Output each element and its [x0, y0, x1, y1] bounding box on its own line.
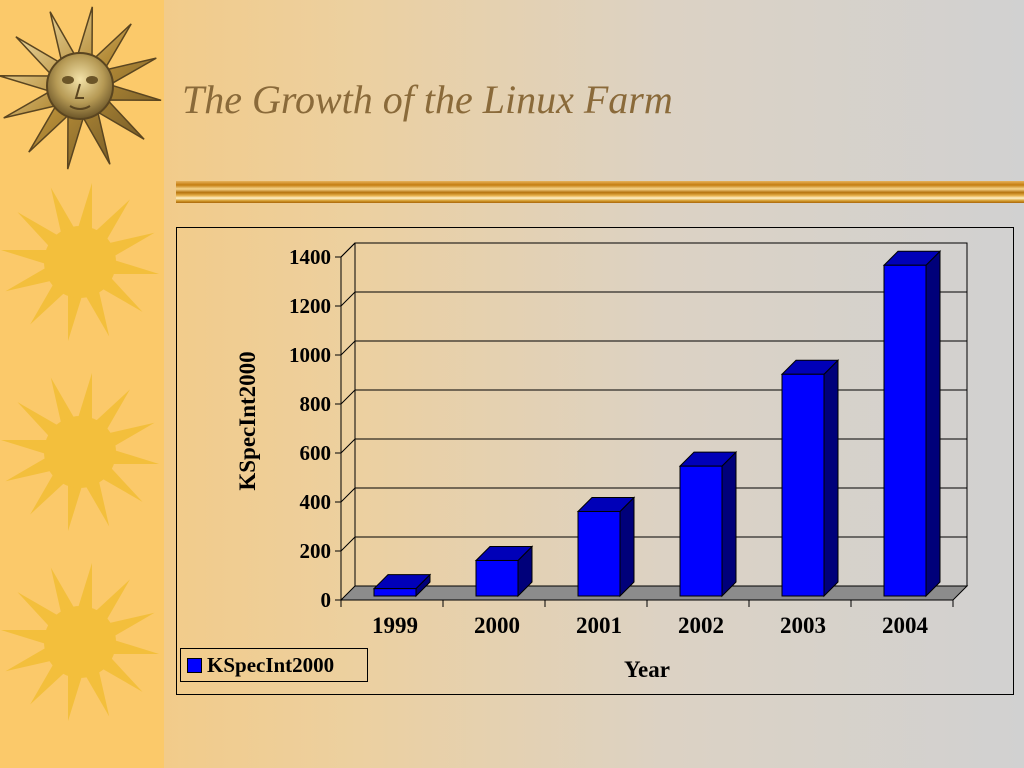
x-axis-title: Year [624, 657, 670, 682]
x-tick-label: 2003 [780, 613, 826, 638]
slide-title: The Growth of the Linux Farm [182, 77, 673, 122]
y-tick-label: 200 [300, 539, 332, 563]
bar-side [925, 250, 941, 598]
y-tick-label: 400 [300, 490, 332, 514]
legend-swatch [187, 657, 202, 673]
gridline-side [340, 242, 356, 258]
gridline-side [340, 487, 356, 503]
legend-label: KSpecInt2000 [207, 652, 335, 677]
sun-decorations [0, 6, 162, 722]
bar-front [475, 559, 519, 597]
bar-side [721, 450, 737, 598]
bar-2000 [474, 545, 534, 598]
bar-front [883, 264, 927, 597]
sun-icon [0, 562, 160, 722]
chart-frame: 0 200 400 600 800 1000 1200 1400 1999 2000 2001 200… [176, 227, 1014, 695]
y-tick-label: 1200 [289, 294, 331, 318]
gridline-side [340, 340, 356, 356]
bar-front [577, 510, 621, 597]
gridline-side [340, 389, 356, 405]
bar-2002 [678, 450, 738, 598]
bar-front [373, 588, 417, 597]
x-tick-label: 2002 [678, 613, 724, 638]
y-tick-label: 1400 [289, 245, 331, 269]
gridline-side [340, 438, 356, 454]
y-axis-title: KSpecInt2000 [235, 351, 260, 490]
bar-1999 [372, 573, 432, 598]
plot-floor [339, 585, 969, 601]
bar-2004 [882, 250, 942, 598]
chart-legend: KSpecInt2000 [180, 648, 368, 682]
bar-chart: 0 200 400 600 800 1000 1200 1400 1999 2000 2001 200… [235, 242, 969, 682]
y-tick-label: 1000 [289, 343, 331, 367]
gold-sun-face-icon [0, 6, 162, 170]
title-divider-bar [176, 181, 1024, 203]
bar-side [823, 359, 839, 598]
x-tick-label: 2001 [576, 613, 622, 638]
decorative-side-band [0, 0, 164, 768]
x-tick-label: 1999 [372, 613, 418, 638]
y-tick-label: 0 [321, 588, 332, 612]
bar-side [619, 496, 635, 598]
sun-icon [0, 372, 160, 532]
sun-icon [0, 182, 160, 342]
bar-front [679, 465, 723, 597]
gridline-side [340, 536, 356, 552]
gridline-side [340, 291, 356, 307]
bar-2001 [576, 496, 636, 598]
y-tick-label: 600 [300, 441, 332, 465]
plot-back-wall [354, 242, 968, 587]
bar-front [781, 373, 825, 597]
bar-2003 [780, 359, 840, 598]
x-tick-label: 2000 [474, 613, 520, 638]
x-tick-label: 2004 [882, 613, 929, 638]
y-tick-label: 800 [300, 392, 332, 416]
